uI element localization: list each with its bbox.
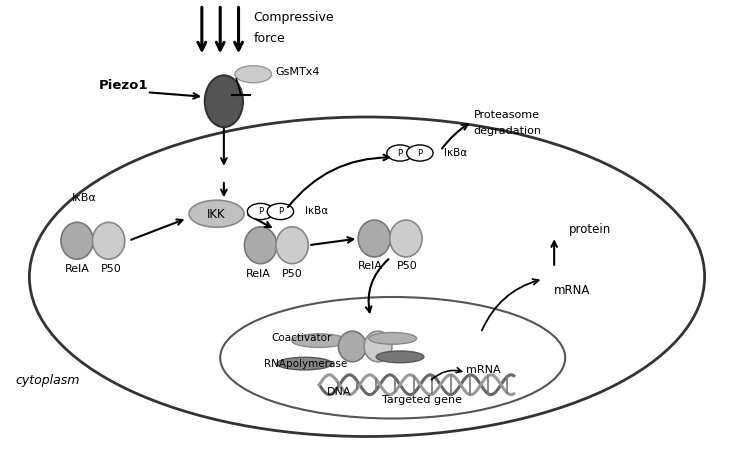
Text: RelA: RelA: [246, 269, 271, 279]
Ellipse shape: [376, 351, 424, 363]
Ellipse shape: [220, 297, 565, 418]
Text: P50: P50: [282, 269, 302, 279]
Circle shape: [247, 203, 274, 220]
Text: P: P: [418, 148, 422, 157]
Ellipse shape: [61, 222, 93, 259]
Text: GsMTx4: GsMTx4: [275, 67, 320, 77]
Ellipse shape: [364, 331, 392, 362]
Text: Coactivator: Coactivator: [272, 333, 332, 343]
Text: Compressive: Compressive: [253, 12, 334, 24]
Ellipse shape: [244, 227, 277, 264]
Text: P: P: [398, 148, 402, 157]
Text: DNA: DNA: [327, 387, 351, 397]
Text: RelA: RelA: [358, 261, 383, 271]
Ellipse shape: [29, 117, 705, 436]
Ellipse shape: [276, 227, 308, 264]
Text: P: P: [278, 207, 283, 216]
Text: IKK: IKK: [207, 208, 226, 220]
Text: RNApolymerase: RNApolymerase: [264, 359, 347, 369]
Circle shape: [267, 203, 294, 220]
Text: protein: protein: [569, 223, 611, 236]
Circle shape: [387, 145, 413, 161]
Ellipse shape: [358, 220, 390, 257]
Ellipse shape: [368, 333, 417, 344]
Ellipse shape: [277, 357, 332, 370]
Ellipse shape: [390, 220, 422, 257]
Text: Piezo1: Piezo1: [99, 79, 148, 92]
Text: RelA: RelA: [65, 264, 90, 274]
Text: IκBα: IκBα: [72, 193, 97, 203]
Ellipse shape: [189, 200, 244, 227]
Text: Targeted gene: Targeted gene: [382, 395, 462, 405]
Text: mRNA: mRNA: [466, 365, 501, 375]
Text: Proteasome: Proteasome: [473, 110, 539, 120]
Text: cytoplasm: cytoplasm: [15, 374, 80, 387]
Text: IκBα: IκBα: [305, 207, 328, 216]
Text: P50: P50: [101, 264, 122, 274]
Text: P: P: [258, 207, 263, 216]
Ellipse shape: [235, 66, 272, 83]
Ellipse shape: [205, 75, 243, 127]
Text: P50: P50: [397, 261, 418, 271]
Ellipse shape: [338, 331, 366, 362]
Text: degradation: degradation: [473, 126, 542, 135]
Circle shape: [407, 145, 433, 161]
Ellipse shape: [92, 222, 125, 259]
Ellipse shape: [292, 334, 347, 347]
Text: IκBα: IκBα: [444, 148, 468, 158]
Text: force: force: [253, 32, 285, 45]
Text: mRNA: mRNA: [554, 284, 591, 297]
